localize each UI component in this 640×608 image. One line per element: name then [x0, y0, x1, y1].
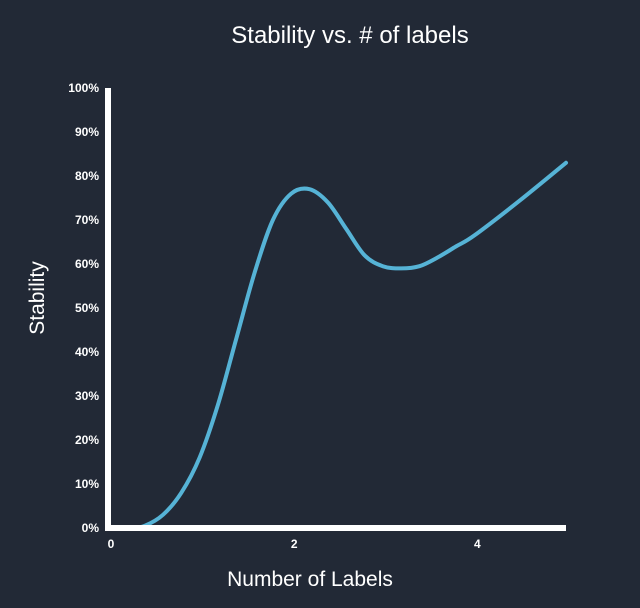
y-tick-label: 10% [75, 477, 99, 491]
y-tick-label: 90% [75, 125, 99, 139]
y-tick-labels: 0% 10% 20% 30% 40% 50% 60% 70% 80% 90% 100% [68, 81, 99, 535]
series-line [106, 160, 568, 531]
x-tick-label: 0 [108, 537, 115, 551]
y-tick-label: 30% [75, 389, 99, 403]
y-tick-label: 80% [75, 169, 99, 183]
y-tick-label: 20% [75, 433, 99, 447]
x-tick-labels: 0 2 4 [108, 537, 481, 551]
y-tick-label: 60% [75, 257, 99, 271]
y-tick-label: 50% [75, 301, 99, 315]
x-tick-label: 2 [291, 537, 298, 551]
y-tick-label: 40% [75, 345, 99, 359]
y-tick-label: 70% [75, 213, 99, 227]
y-tick-label: 0% [82, 521, 100, 535]
chart-title: Stability vs. # of labels [231, 22, 468, 49]
x-axis-title: Number of Labels [227, 568, 393, 591]
y-axis-title: Stability [26, 261, 49, 335]
x-tick-label: 4 [474, 537, 481, 551]
y-tick-label: 100% [68, 81, 99, 95]
